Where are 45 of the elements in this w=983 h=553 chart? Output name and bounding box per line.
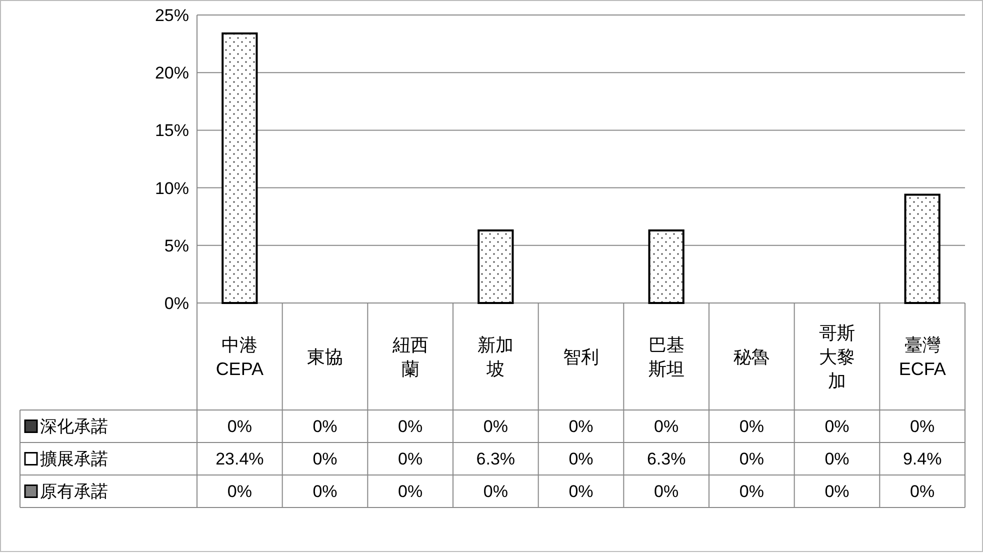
data-label: 0% [910, 482, 935, 502]
y-tick-label: 15% [154, 121, 189, 140]
x-tick-label: 東協 [307, 346, 343, 367]
data-label: 0% [824, 450, 850, 469]
data-label: 0% [312, 417, 338, 436]
data-label: 0% [227, 417, 252, 436]
data-label: 0% [312, 482, 338, 502]
x-tick-label: 中港CEPA [216, 334, 264, 379]
legend-label: 擴展承諾 [40, 450, 108, 469]
data-label: 0% [739, 417, 764, 436]
data-label: 9.4% [902, 450, 942, 469]
data-label: 6.3% [646, 450, 686, 469]
legend-label: 深化承諾 [40, 417, 108, 436]
y-tick-label: 5% [164, 236, 189, 256]
data-label: 0% [398, 482, 423, 502]
x-tick-label: 秘魯 [734, 346, 770, 367]
data-label: 0% [227, 482, 252, 502]
data-label: 0% [568, 450, 594, 469]
data-label: 0% [824, 417, 850, 436]
x-tick-label: 智利 [563, 346, 599, 367]
x-tick-label: 臺灣ECFA [898, 334, 946, 379]
y-tick-label: 25% [154, 6, 189, 25]
data-label: 6.3% [476, 450, 516, 469]
data-label: 23.4% [216, 450, 264, 469]
data-label: 0% [568, 417, 594, 436]
data-label: 0% [654, 417, 679, 436]
data-label: 0% [483, 417, 508, 436]
data-label: 0% [654, 482, 679, 502]
data-label: 0% [568, 482, 594, 502]
y-tick-label: 10% [154, 178, 189, 198]
y-tick-label: 20% [154, 64, 189, 83]
legend-label: 原有承諾 [40, 482, 108, 502]
data-label: 0% [398, 450, 423, 469]
x-tick-label: 新加坡 [478, 334, 514, 379]
data-label: 0% [910, 417, 935, 436]
data-label: 0% [312, 450, 338, 469]
data-label: 0% [824, 482, 850, 502]
data-label: 0% [483, 482, 508, 502]
data-label: 0% [739, 450, 764, 469]
x-tick-label: 紐西蘭 [391, 334, 428, 379]
x-tick-label: 巴基斯坦 [648, 334, 684, 379]
x-tick-label: 哥斯大黎加 [819, 322, 855, 391]
y-tick-label: 0% [164, 294, 189, 313]
data-label: 0% [398, 417, 423, 436]
data-label: 0% [739, 482, 764, 502]
